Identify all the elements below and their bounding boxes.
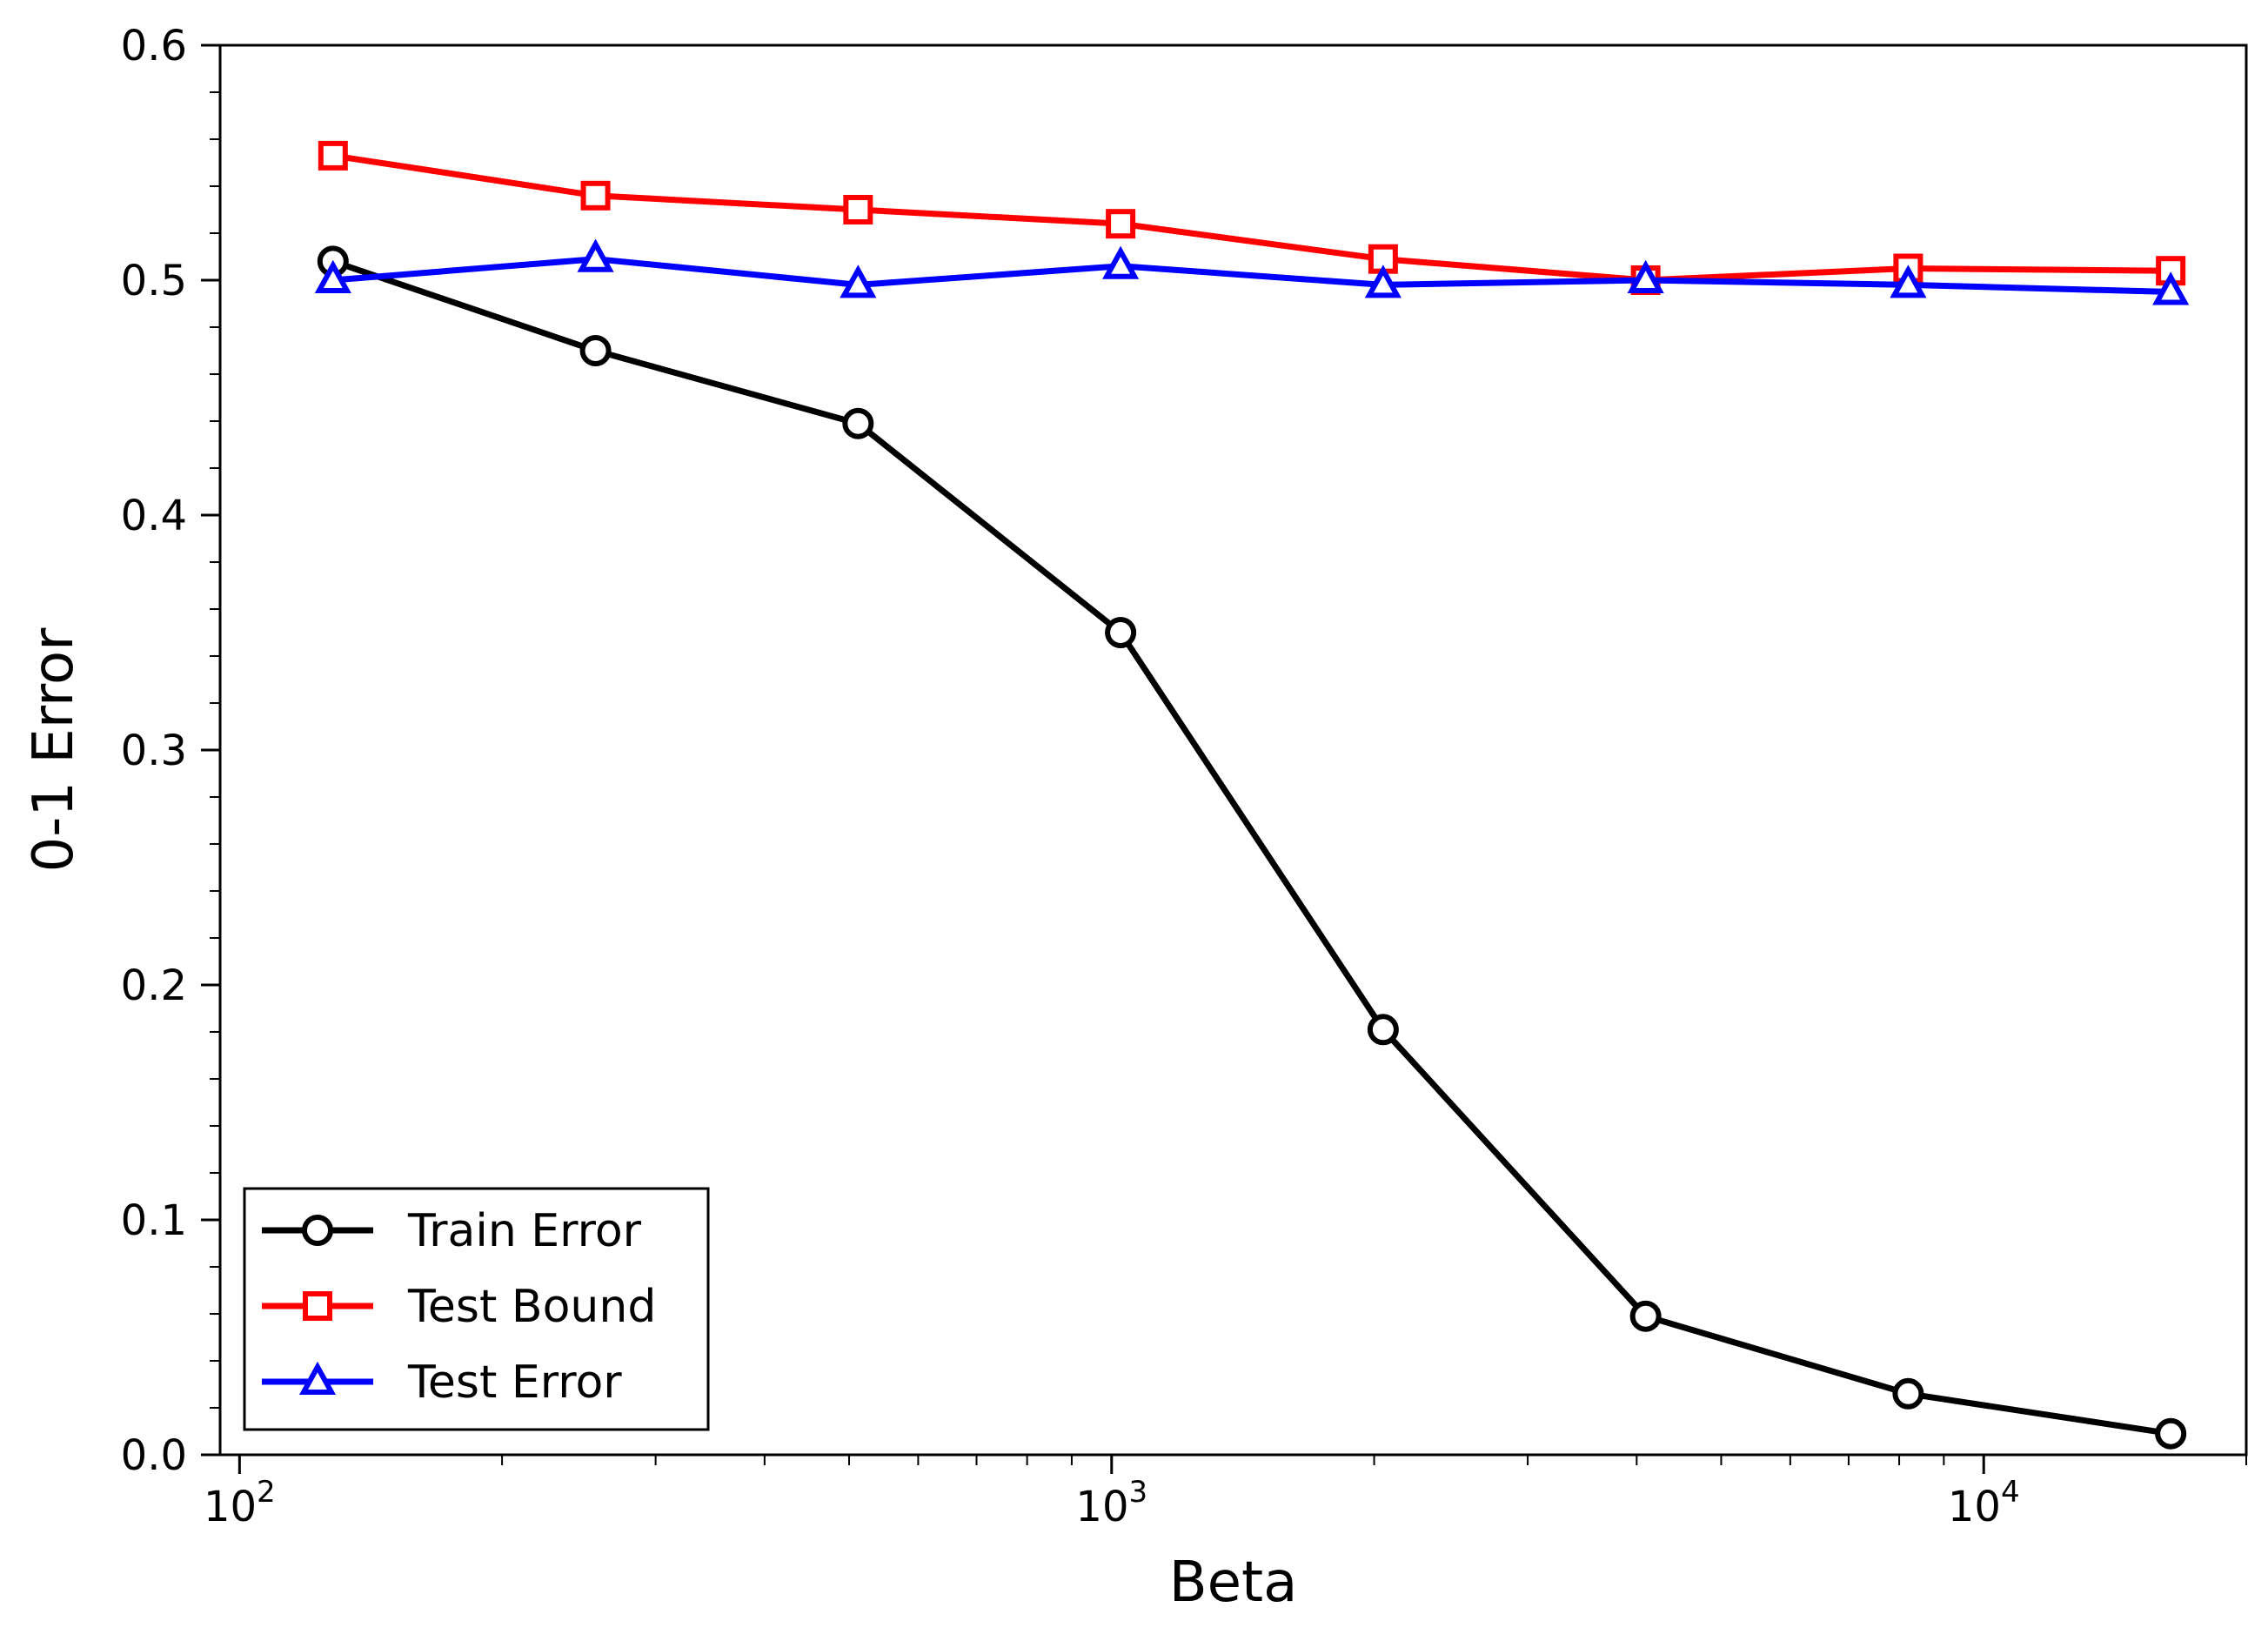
legend-label: Test Error	[407, 1356, 622, 1409]
series-test-error	[314, 238, 2190, 305]
train-error-point	[1892, 1377, 1924, 1410]
test-error-point	[840, 265, 877, 298]
axis-ticks	[201, 44, 2247, 1474]
y-tick-label: 0.2	[121, 961, 187, 1010]
legend-item-train-error: Train Error	[262, 1205, 642, 1257]
series-layer	[314, 140, 2190, 1450]
legend-marker	[302, 1215, 333, 1246]
legend: Train Error Test Bound Test Error	[243, 1187, 710, 1431]
test-error-point	[1102, 245, 1140, 279]
legend-label: Train Error	[407, 1205, 642, 1257]
y-tick-label: 0.0	[121, 1431, 187, 1480]
test-bound-point	[1106, 209, 1136, 239]
legend-item-test-bound: Test Bound	[262, 1281, 656, 1333]
test-bound-point	[318, 140, 348, 171]
series-test-bound	[318, 140, 2186, 295]
tick-labels: 0.0 0.1 0.2 0.3 0.4 0.5 0.6 102 103 104	[121, 22, 2020, 1531]
test-bound-point	[580, 180, 611, 211]
x-axis-label: Beta	[1169, 1551, 1298, 1615]
y-tick-label: 0.4	[121, 492, 187, 540]
test-error-point	[577, 238, 614, 272]
train-error-line	[331, 258, 2171, 1437]
legend-item-test-error: Test Error	[262, 1356, 622, 1409]
test-error-line	[332, 256, 2171, 295]
test-bound-point	[843, 195, 873, 224]
train-error-point	[1629, 1300, 1662, 1332]
x-tick-label: 103	[1075, 1475, 1147, 1531]
train-error-point	[2155, 1417, 2187, 1450]
y-tick-label: 0.1	[121, 1196, 187, 1245]
series-train-error	[317, 245, 2187, 1450]
y-tick-label: 0.5	[121, 257, 187, 305]
legend-marker	[303, 1291, 332, 1321]
legend-marker	[298, 1361, 337, 1395]
test-error-point	[1627, 259, 1664, 293]
y-tick-label: 0.6	[121, 22, 187, 70]
y-axis-label: 0-1 Error	[22, 627, 86, 873]
y-tick-label: 0.3	[121, 727, 187, 775]
legend-label: Test Bound	[407, 1281, 656, 1333]
test-bound-line	[332, 152, 2171, 284]
test-error-point	[1364, 265, 1402, 298]
test-error-point	[314, 259, 351, 293]
x-tick-label: 102	[204, 1475, 276, 1531]
test-error-point	[1890, 265, 1927, 298]
train-error-point	[579, 335, 612, 366]
train-error-point	[842, 407, 874, 439]
train-error-point	[1105, 617, 1137, 648]
test-error-point	[2152, 271, 2190, 305]
x-tick-label: 104	[1948, 1475, 2020, 1531]
train-error-point	[1367, 1014, 1399, 1046]
plot-frame	[218, 44, 2248, 1457]
